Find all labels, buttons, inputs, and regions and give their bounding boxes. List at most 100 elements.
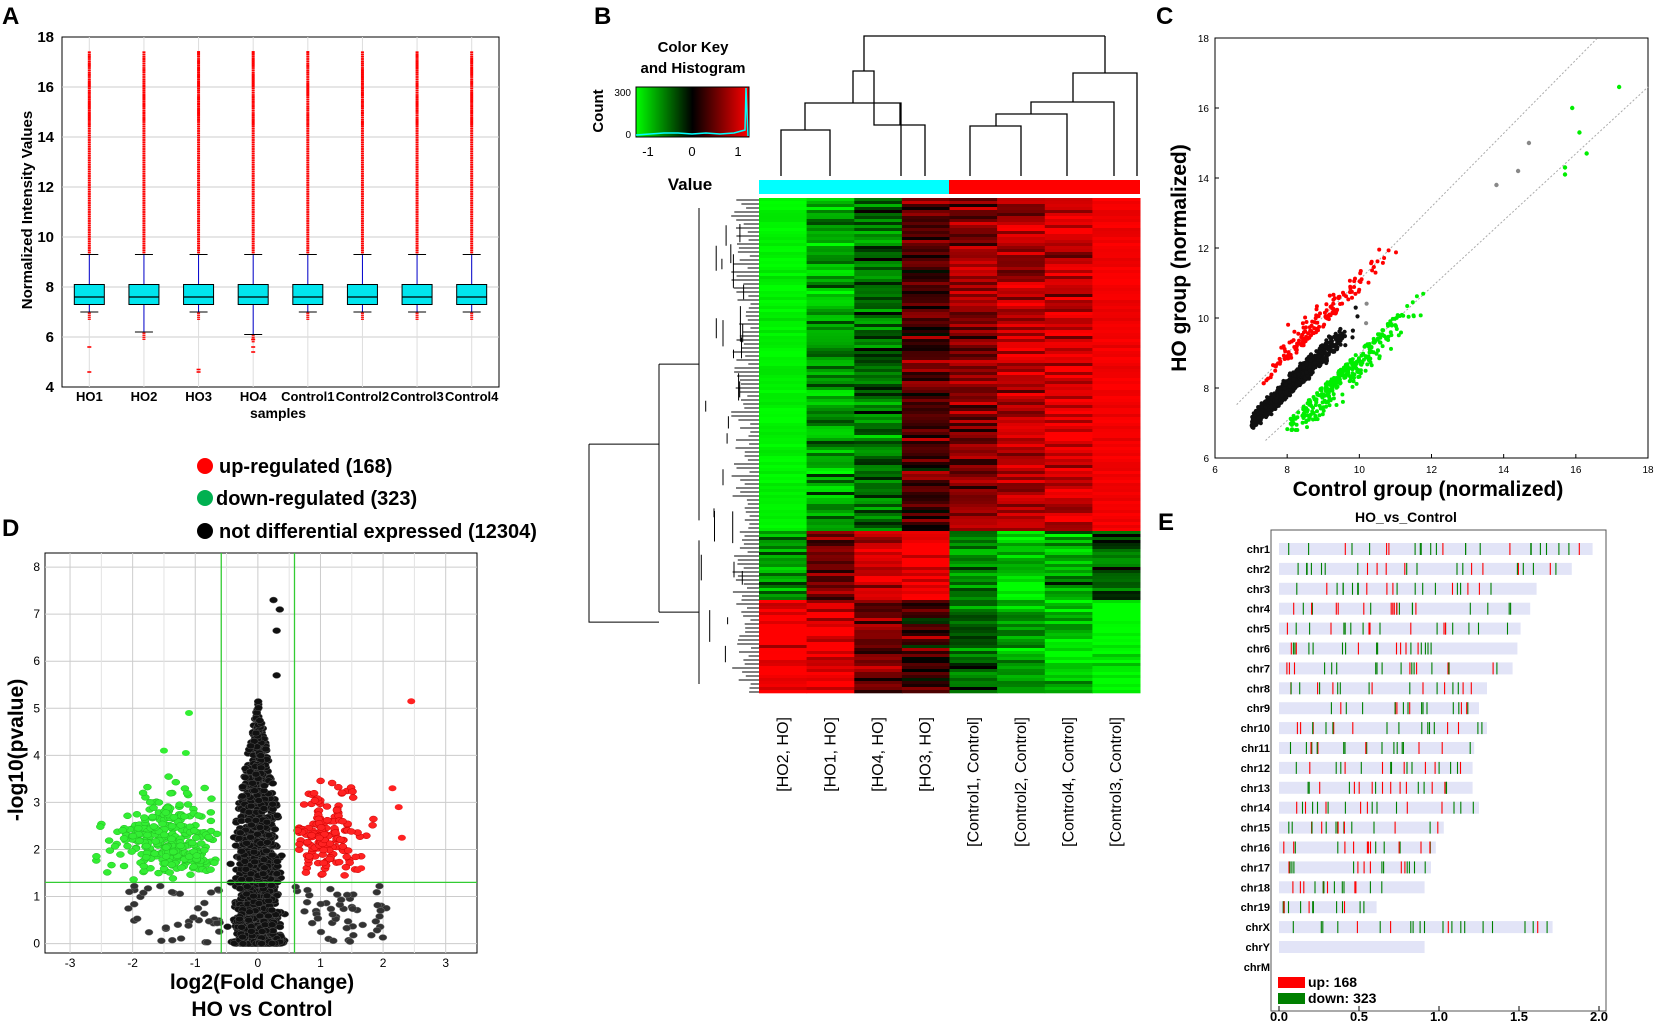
- heatmap-cell: [1092, 261, 1141, 265]
- heatmap-cell: [759, 372, 808, 376]
- heatmap-cell: [1092, 234, 1141, 238]
- heatmap-cell: [997, 681, 1046, 685]
- heatmap-cell: [1044, 639, 1093, 643]
- heatmap-cell: [949, 531, 998, 535]
- heatmap-cell: [949, 516, 998, 520]
- point-down: [1302, 410, 1307, 415]
- heatmap-cell: [949, 513, 998, 517]
- heatmap-cell: [1092, 678, 1141, 682]
- heatmap-cell: [1092, 381, 1141, 385]
- point-not-differential: [1318, 363, 1323, 368]
- heatmap-cell: [806, 486, 855, 490]
- heatmap-cell: [997, 279, 1046, 283]
- heatmap-cell: [759, 639, 808, 643]
- heatmap-cell: [759, 231, 808, 235]
- heatmap-cell: [854, 468, 903, 472]
- heatmap-cell: [1044, 459, 1093, 463]
- heatmap-cell: [854, 312, 903, 316]
- legend-notdiff-label: not differential expressed (12304): [219, 521, 537, 543]
- heatmap-cell: [997, 552, 1046, 556]
- heatmap-cell: [759, 438, 808, 442]
- heatmap-cell: [1044, 267, 1093, 271]
- heatmap-cell: [1092, 672, 1141, 676]
- heatmap-cells: [759, 198, 1141, 694]
- point-up: [1277, 356, 1282, 361]
- point-down: [1411, 314, 1416, 319]
- point-not-differential: [1254, 408, 1260, 413]
- heatmap-cell: [1044, 525, 1093, 529]
- heatmap-cell: [949, 402, 998, 406]
- heatmap-cell: [1044, 606, 1093, 610]
- point-down: [1343, 365, 1348, 370]
- heatmap-cell: [806, 612, 855, 616]
- group-bar-ho: [759, 180, 949, 194]
- heatmap-cell: [997, 633, 1046, 637]
- heatmap-cell: [1044, 663, 1093, 667]
- heatmap-cell: [901, 594, 950, 598]
- heatmap-cell: [854, 291, 903, 295]
- heatmap-cell: [1092, 348, 1141, 352]
- heatmap-cell: [1044, 555, 1093, 559]
- heatmap-cell: [949, 351, 998, 355]
- heatmap-cell: [854, 393, 903, 397]
- heatmap-cell: [997, 249, 1046, 253]
- heatmap-cell: [1044, 558, 1093, 562]
- point-not-differential: [1324, 351, 1329, 356]
- panel-b-heatmap: B Color Key and Histogram Count 0 300 -1…: [588, 3, 1141, 847]
- heatmap-cell: [854, 606, 903, 610]
- heatmap-cell: [949, 504, 998, 508]
- heatmap-cell: [901, 567, 950, 571]
- heatmap-cell: [1092, 498, 1141, 502]
- heatmap-cell: [1092, 453, 1141, 457]
- heatmap-cell: [901, 534, 950, 538]
- heatmap-cell: [949, 675, 998, 679]
- heatmap-cell: [1044, 537, 1093, 541]
- heatmap-cell: [806, 666, 855, 670]
- heatmap-cell: [949, 414, 998, 418]
- heatmap-cell: [854, 435, 903, 439]
- heatmap-cell: [949, 576, 998, 580]
- heatmap-cell: [854, 471, 903, 475]
- heatmap-cell: [997, 567, 1046, 571]
- point-up: [1314, 307, 1319, 312]
- heatmap-cell: [854, 474, 903, 478]
- point-up: [1357, 287, 1362, 292]
- heatmap-cell: [759, 489, 808, 493]
- heatmap-cell: [1092, 654, 1141, 658]
- heatmap-cell: [854, 675, 903, 679]
- heatmap-cell: [997, 222, 1046, 226]
- point-up: [1261, 381, 1266, 386]
- heatmap-cell: [1092, 330, 1141, 334]
- heatmap-cell: [997, 369, 1046, 373]
- heatmap-cell: [759, 519, 808, 523]
- heatmap-cell: [1092, 471, 1141, 475]
- heatmap-cell: [1044, 588, 1093, 592]
- heatmap-cell: [1092, 345, 1141, 349]
- heatmap-cell: [997, 615, 1046, 619]
- point-not-differential: [1263, 399, 1268, 404]
- heatmap-cell: [806, 417, 855, 421]
- heatmap-cell: [901, 540, 950, 544]
- point-down: [1340, 399, 1345, 404]
- point-down: [1295, 428, 1300, 432]
- heatmap-cell: [901, 441, 950, 445]
- heatmap-cell: [806, 447, 855, 451]
- heatmap-cell: [854, 234, 903, 238]
- point-up: [1377, 247, 1382, 252]
- point-up: [1324, 302, 1329, 307]
- heatmap-cell: [759, 294, 808, 298]
- heatmap-cell: [806, 375, 855, 379]
- row-dendrogram-path: [588, 199, 759, 693]
- heatmap-cell: [759, 384, 808, 388]
- point-down: [1399, 330, 1403, 335]
- heatmap-cell: [901, 219, 950, 223]
- heatmap-cell: [949, 264, 998, 268]
- heatmap-cell: [1044, 393, 1093, 397]
- point-not-differential: [1338, 326, 1343, 332]
- point-up: [1303, 315, 1308, 320]
- heatmap-cell: [997, 234, 1046, 238]
- heatmap-cell: [1044, 633, 1093, 637]
- heatmap-cell: [901, 477, 950, 481]
- heatmap-cell: [901, 336, 950, 340]
- heatmap-cell: [997, 687, 1046, 691]
